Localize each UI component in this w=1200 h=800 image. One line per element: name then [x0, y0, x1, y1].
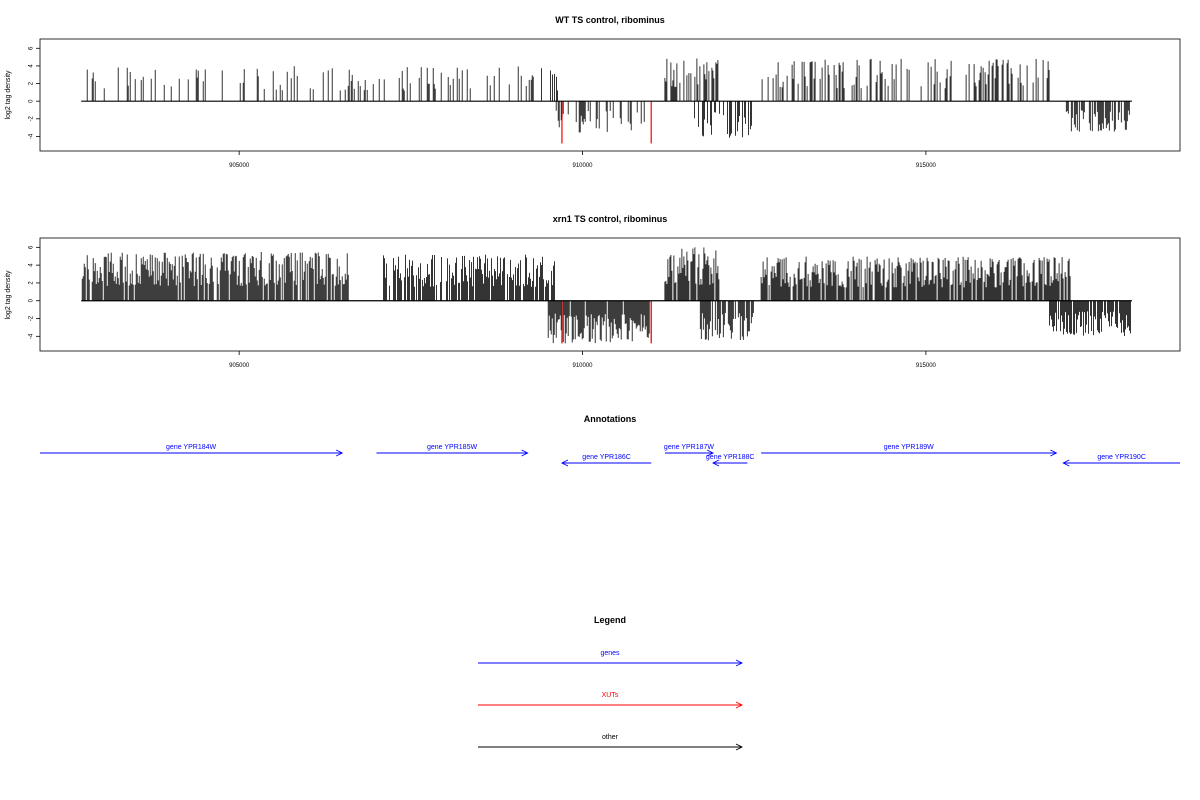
gene-arrow: gene YPR184W: [40, 444, 344, 457]
xrn1-panel: xrn1 TS control, ribominus -4 -2 0 2 4 6 90500…: [5, 214, 1181, 369]
wt-panel-title: WT TS control, ribominus: [555, 15, 665, 25]
gene-arrow: gene YPR190C: [1062, 454, 1180, 467]
gene-arrow: gene YPR187W: [664, 444, 715, 457]
arrow-head: [735, 659, 744, 667]
y-tick-label: 0: [29, 298, 35, 302]
gene-arrow: gene YPR189W: [761, 444, 1058, 457]
x-tick-label: 910000: [573, 363, 594, 369]
arrow-head: [706, 449, 715, 457]
y-tick-label: -2: [29, 315, 35, 321]
y-tick-label: -2: [29, 115, 35, 121]
gene-label: gene YPR187W: [664, 444, 714, 451]
gene-arrow: gene YPR185W: [376, 444, 529, 457]
arrow-head: [335, 449, 344, 457]
xrn1-axes: -4 -2 0 2 4 6 905000 910000 915000: [29, 245, 937, 369]
gene-label: gene YPR185W: [427, 444, 477, 451]
annotations-panel: Annotations gene YPR184W gene YPR185Wgene…: [40, 414, 1180, 467]
y-tick-label: 2: [29, 281, 35, 285]
gene-label: gene YPR190C: [1097, 454, 1146, 461]
y-tick-label: 6: [29, 245, 35, 249]
arrow-head: [560, 459, 569, 467]
x-tick-label: 915000: [916, 363, 937, 369]
wt-bars: [81, 58, 1132, 144]
gene-label: gene YPR188C: [706, 454, 755, 461]
legend: Legend genes XUTs other: [478, 615, 744, 751]
xrn1-bars: [81, 247, 1132, 344]
wt-axes: -4 -2 0 2 4 6 905000 910000 915000: [29, 46, 937, 169]
xrn1-y-axis-label: log2 tag density: [5, 270, 12, 320]
x-tick-label: 915000: [916, 163, 937, 169]
arrow-head: [1062, 459, 1070, 467]
y-tick-label: 6: [29, 46, 35, 50]
arrow-head: [521, 449, 529, 457]
legend-title: Legend: [594, 615, 626, 625]
annotations-title: Annotations: [584, 414, 637, 424]
legend-item: other: [478, 734, 744, 751]
y-tick-label: -4: [29, 333, 35, 339]
annotation-genes: gene YPR184W gene YPR185W gene YPR186C gene…: [40, 444, 1180, 467]
legend-item: genes: [478, 650, 744, 667]
wt-panel: WT TS control, ribominus -4 -2 0 2 4 6 905000 9…: [5, 15, 1181, 169]
x-tick-label: 905000: [229, 163, 250, 169]
y-tick-label: -4: [29, 133, 35, 139]
x-tick-label: 910000: [573, 163, 594, 169]
arrow-head: [735, 701, 744, 709]
legend-item-label: genes: [600, 650, 620, 657]
gene-arrow: gene YPR186C: [560, 454, 652, 467]
y-tick-label: 2: [29, 81, 35, 85]
y-tick-label: 4: [29, 64, 35, 68]
y-tick-label: 4: [29, 263, 35, 267]
wt-plot-frame: [39, 38, 1181, 152]
wt-y-axis-label: log2 tag density: [5, 70, 12, 120]
xrn1-plot-frame: [39, 237, 1181, 352]
legend-items: genes XUTs other: [478, 650, 744, 751]
y-tick-label: 0: [29, 99, 35, 103]
legend-item-label: other: [602, 734, 619, 741]
arrow-head: [735, 743, 744, 751]
gene-label: gene YPR186C: [582, 454, 631, 461]
legend-item-label: XUTs: [602, 692, 619, 699]
arrow-head: [1050, 449, 1058, 457]
xrn1-panel-title: xrn1 TS control, ribominus: [553, 214, 668, 224]
gene-arrow: gene YPR188C: [706, 454, 755, 467]
arrow-head: [712, 459, 720, 467]
legend-item: XUTs: [478, 692, 744, 709]
gene-label: gene YPR189W: [884, 444, 934, 451]
x-tick-label: 905000: [229, 363, 250, 369]
gene-label: gene YPR184W: [166, 444, 216, 451]
